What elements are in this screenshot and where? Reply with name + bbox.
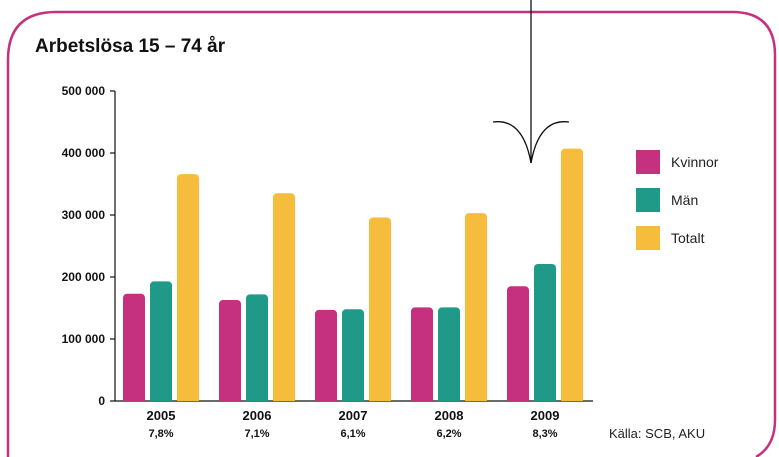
bar-base-mn-2007 xyxy=(342,395,364,401)
y-tick-label: 0 xyxy=(98,394,105,408)
bar-mn-2008 xyxy=(438,307,460,401)
x-sublabel-rate: 6,1% xyxy=(340,428,365,440)
bar-totalt-2008 xyxy=(465,213,487,401)
legend-swatch xyxy=(636,226,660,250)
arrow-right-curve xyxy=(530,121,570,164)
bar-kvinnor-2006 xyxy=(219,299,241,401)
y-tick-label: 100 000 xyxy=(62,332,106,346)
legend-swatch xyxy=(636,188,660,212)
bar-base-totalt-2008 xyxy=(465,395,487,401)
chart-title: Arbetslösa 15 – 74 år xyxy=(35,36,226,57)
bar-base-kvinnor-2008 xyxy=(411,395,433,401)
bar-mn-2005 xyxy=(150,281,172,401)
legend-label: Män xyxy=(671,192,698,208)
x-sublabel-rate: 8,3% xyxy=(532,428,557,440)
bar-kvinnor-2009 xyxy=(507,286,529,401)
x-sublabel-rate: 7,1% xyxy=(244,428,269,440)
bar-mn-2007 xyxy=(342,309,364,401)
bar-kvinnor-2007 xyxy=(315,309,337,401)
bar-base-totalt-2009 xyxy=(561,395,583,401)
bar-totalt-2009 xyxy=(561,148,583,401)
x-tick-label: 2005 xyxy=(147,408,176,423)
bar-totalt-2005 xyxy=(177,174,199,401)
bar-base-mn-2008 xyxy=(438,395,460,401)
chart-frame xyxy=(6,10,777,457)
bar-base-kvinnor-2005 xyxy=(123,395,145,401)
x-axis-labels: 2005 7,8% 2006 7,1% 2007 6,1% 2008 6,2% 2009 8,3% xyxy=(147,408,560,440)
bar-mn-2006 xyxy=(246,294,268,401)
bar-mn-2009 xyxy=(534,263,556,401)
bar-base-mn-2009 xyxy=(534,395,556,401)
x-tick-label: 2008 xyxy=(435,408,464,423)
legend: Kvinnor Män Totalt xyxy=(636,150,719,250)
legend-label: Kvinnor xyxy=(671,154,719,170)
bars xyxy=(123,148,583,401)
arrow-left-curve xyxy=(492,121,532,164)
bar-base-kvinnor-2007 xyxy=(315,395,337,401)
bar-kvinnor-2005 xyxy=(123,293,145,401)
x-tick-label: 2007 xyxy=(339,408,368,423)
bar-base-mn-2005 xyxy=(150,395,172,401)
bar-kvinnor-2008 xyxy=(411,307,433,401)
y-tick-label: 300 000 xyxy=(62,208,106,222)
bar-totalt-2006 xyxy=(273,193,295,401)
bar-base-mn-2006 xyxy=(246,395,268,401)
bar-base-kvinnor-2009 xyxy=(507,395,529,401)
source-note: Källa: SCB, AKU xyxy=(609,426,705,441)
x-sublabel-rate: 6,2% xyxy=(436,428,461,440)
legend-swatch xyxy=(636,150,660,174)
bar-base-totalt-2006 xyxy=(273,395,295,401)
x-sublabel-rate: 7,8% xyxy=(148,428,173,440)
x-tick-label: 2009 xyxy=(531,408,560,423)
y-tick-label: 200 000 xyxy=(62,270,106,284)
y-tick-label: 500 000 xyxy=(62,84,106,98)
bar-base-kvinnor-2006 xyxy=(219,395,241,401)
legend-label: Totalt xyxy=(671,230,705,246)
bar-totalt-2007 xyxy=(369,217,391,401)
y-tick-label: 400 000 xyxy=(62,146,106,160)
x-tick-label: 2006 xyxy=(243,408,272,423)
bar-base-totalt-2007 xyxy=(369,395,391,401)
bar-base-totalt-2005 xyxy=(177,395,199,401)
